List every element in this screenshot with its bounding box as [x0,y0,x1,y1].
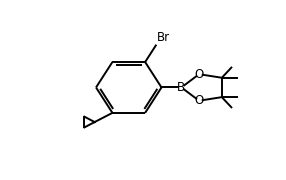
Text: O: O [194,94,204,107]
Text: Br: Br [157,31,170,44]
Text: B: B [177,81,186,94]
Text: O: O [194,68,204,81]
